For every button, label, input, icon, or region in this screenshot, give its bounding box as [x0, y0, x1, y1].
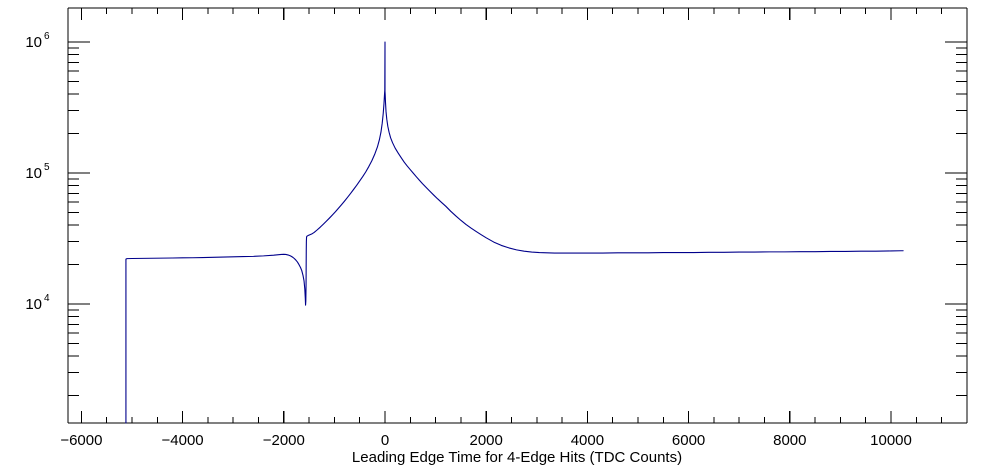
y-tick-label-exponent: 5 [44, 162, 50, 173]
x-tick-label: 10000 [870, 432, 912, 449]
x-tick-label: 0 [381, 432, 389, 449]
x-axis-minor-ticks [106, 8, 943, 423]
x-tick-label: 2000 [470, 432, 503, 449]
x-tick-label: −4000 [162, 432, 204, 449]
y-tick-label: 10 [25, 34, 42, 51]
data-series-line [125, 41, 904, 424]
x-axis-major-ticks [80, 8, 892, 423]
y-tick-label-exponent: 4 [44, 293, 50, 304]
x-tick-label: −6000 [60, 432, 102, 449]
x-tick-label: −2000 [263, 432, 305, 449]
x-tick-label: 8000 [773, 432, 806, 449]
x-tick-label: 6000 [672, 432, 705, 449]
x-tick-label: 4000 [571, 432, 604, 449]
x-axis-title: Leading Edge Time for 4-Edge Hits (TDC C… [352, 449, 682, 466]
y-axis-major-ticks [68, 41, 967, 305]
y-tick-label-exponent: 6 [44, 31, 50, 42]
y-tick-label: 10 [25, 296, 42, 313]
y-axis-minor-ticks [68, 47, 967, 397]
x-axis-tick-labels: −6000 −4000 −2000 0 2000 4000 6000 8000 10000 [60, 432, 912, 449]
y-tick-label: 10 [25, 165, 42, 182]
